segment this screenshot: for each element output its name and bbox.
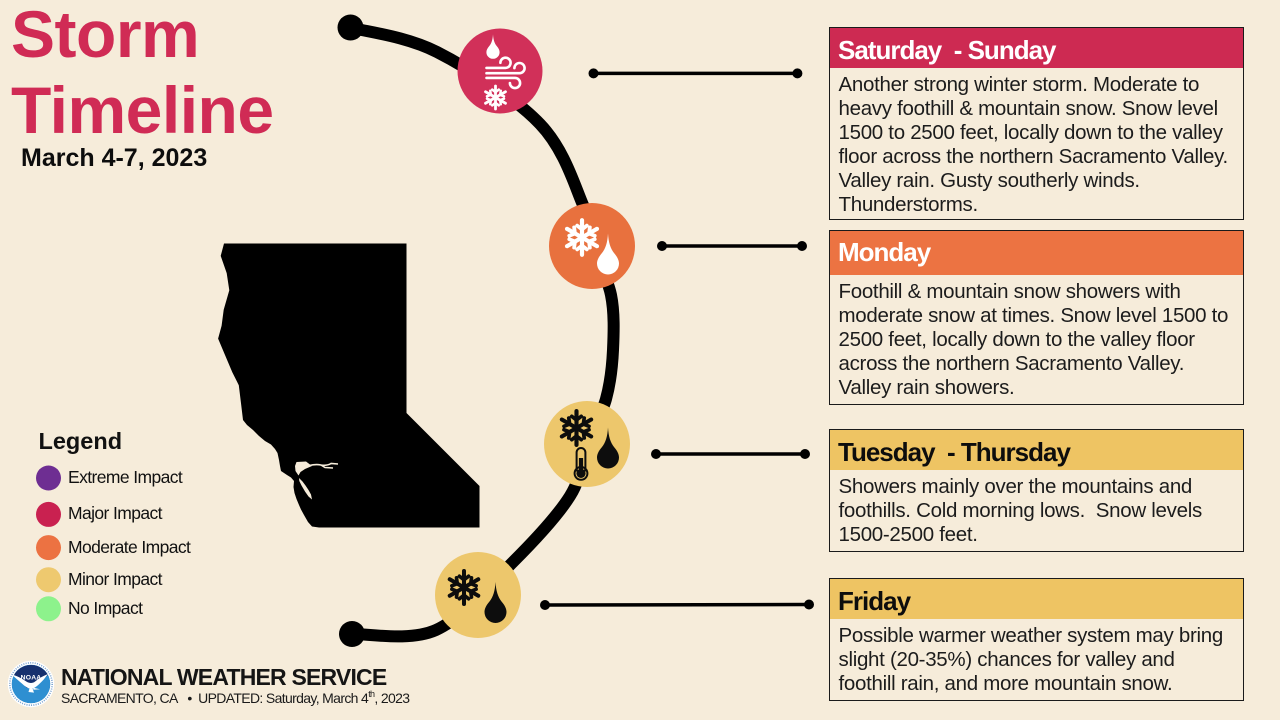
svg-text:NOAA: NOAA [21, 675, 42, 682]
